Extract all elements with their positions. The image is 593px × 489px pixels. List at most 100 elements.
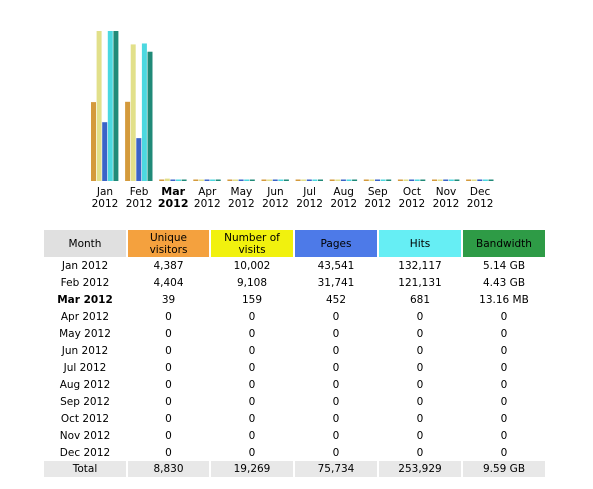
header-month: Month	[44, 230, 126, 257]
bar-number-of-visits	[233, 179, 238, 181]
bar-pages	[170, 179, 176, 181]
cell-pages: 0	[332, 412, 340, 425]
bar-pages	[204, 179, 210, 181]
cell-month: May 2012	[59, 327, 111, 340]
month-label: Dec 2012	[463, 186, 497, 210]
bar-pages	[409, 179, 415, 181]
bar-number-of-visits	[267, 179, 273, 181]
total-visits: 19,269	[211, 461, 293, 477]
table-row: Aug 2012 0 0 0 0 0	[44, 376, 545, 393]
month-label-year: 2012	[330, 198, 358, 210]
cell-pages: 0	[332, 310, 340, 323]
month-label-name: May	[230, 186, 253, 198]
month-label-name: Sep	[367, 186, 388, 198]
cell-visits: 0	[248, 310, 256, 323]
cell-visits: 0	[248, 446, 256, 459]
cell-unique-visitors: 0	[165, 344, 172, 357]
cell-bandwidth: 4.43 GB	[482, 276, 526, 289]
cell-hits: 0	[416, 378, 424, 391]
month-label-year: 2012	[364, 198, 392, 210]
cell-pages: 0	[332, 344, 340, 357]
cell-hits: 0	[416, 429, 424, 442]
cell-month: Dec 2012	[59, 446, 111, 459]
bar-hits	[414, 179, 420, 181]
month-label: Jan 2012	[88, 186, 122, 210]
table-row: Oct 2012 0 0 0 0 0	[44, 410, 545, 427]
month-label-year: 2012	[296, 198, 323, 210]
bar-hits	[107, 31, 113, 181]
cell-month: Oct 2012	[60, 412, 110, 425]
month-label: Nov 2012	[429, 186, 463, 210]
table-row: Nov 2012 0 0 0 0 0	[44, 427, 545, 444]
cell-unique-visitors: 0	[165, 446, 172, 459]
month-label-name: Feb	[129, 186, 149, 198]
table-body: Jan 2012 4,387 10,002 43,541 132,117 5.14 GB F…	[44, 257, 545, 461]
cell-hits: 0	[416, 344, 424, 357]
bar-hits	[448, 179, 454, 181]
bar-unique-visitors	[397, 179, 403, 181]
cell-bandwidth: 0	[500, 378, 508, 391]
bar-hits	[210, 179, 216, 181]
month-label-name: Jan	[96, 186, 114, 198]
cell-hits: 132,117	[398, 259, 442, 272]
cell-pages: 43,541	[317, 259, 355, 272]
month-label-year: 2012	[262, 198, 289, 210]
bar-unique-visitors	[261, 179, 267, 181]
total-label: Total	[44, 461, 126, 477]
cell-hits: 0	[416, 327, 424, 340]
cell-pages: 31,741	[317, 276, 355, 289]
month-label: Apr 2012	[190, 186, 224, 210]
month-label-name: Apr	[198, 186, 217, 198]
cell-month: Jan 2012	[61, 259, 109, 272]
bar-number-of-visits	[301, 179, 307, 181]
cell-visits: 0	[248, 395, 256, 408]
cell-pages: 0	[332, 429, 340, 442]
cell-unique-visitors: 0	[165, 327, 172, 340]
cell-month: Nov 2012	[59, 429, 111, 442]
cell-visits: 0	[248, 378, 256, 391]
bar-hits	[380, 179, 386, 181]
bar-unique-visitors	[363, 179, 369, 181]
bar-hits	[176, 179, 181, 181]
cell-hits: 0	[416, 446, 424, 459]
bar-pages	[340, 179, 346, 181]
bar-number-of-visits	[437, 179, 443, 181]
cell-pages: 0	[332, 378, 340, 391]
bar-number-of-visits	[130, 44, 136, 181]
bar-pages	[375, 179, 380, 181]
month-label-name: Jul	[303, 186, 316, 198]
month-label: May 2012	[224, 186, 258, 210]
bar-number-of-visits	[403, 179, 409, 181]
bar-hits	[346, 179, 352, 181]
bar-hits	[141, 43, 147, 181]
cell-bandwidth: 0	[500, 412, 508, 425]
total-pages: 75,734	[295, 461, 377, 477]
bar-bandwidth	[386, 179, 392, 181]
cell-unique-visitors: 0	[165, 395, 172, 408]
month-label: Jul 2012	[293, 186, 327, 210]
table-row: Mar 2012 39 159 452 681 13.16 MB	[44, 291, 545, 308]
bar-pages	[306, 179, 312, 181]
table-row: Dec 2012 0 0 0 0 0	[44, 444, 545, 461]
bar-pages	[238, 179, 244, 181]
bar-unique-visitors	[91, 102, 96, 181]
bar-pages	[272, 179, 278, 181]
cell-visits: 10,002	[233, 259, 271, 272]
table-header-row: Month Unique visitors Number of visits Pag…	[44, 230, 545, 257]
bar-unique-visitors	[295, 179, 301, 181]
bar-unique-visitors	[432, 179, 437, 181]
month-label: Sep 2012	[361, 186, 395, 210]
cell-unique-visitors: 0	[165, 412, 172, 425]
table-row: Jul 2012 0 0 0 0 0	[44, 359, 545, 376]
cell-month: Mar 2012	[57, 293, 113, 306]
cell-bandwidth: 13.16 MB	[479, 293, 529, 306]
month-label-year: 2012	[466, 198, 494, 210]
cell-unique-visitors: 4,387	[153, 259, 184, 272]
table-row: May 2012 0 0 0 0 0	[44, 325, 545, 342]
month-label: Jun 2012	[259, 186, 293, 210]
month-label-year: 2012	[125, 198, 153, 210]
cell-month: Aug 2012	[59, 378, 111, 391]
cell-unique-visitors: 0	[165, 310, 172, 323]
cell-bandwidth: 5.14 GB	[482, 259, 526, 272]
cell-unique-visitors: 0	[165, 378, 172, 391]
